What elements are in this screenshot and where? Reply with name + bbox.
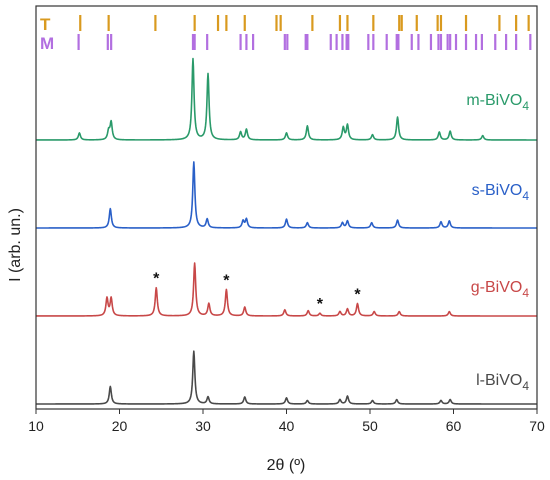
peak-annotation: * — [153, 271, 160, 288]
series-layer — [35, 57, 538, 405]
series-label: s-BiVO4 — [472, 182, 530, 203]
peak-annotation: * — [317, 296, 324, 313]
series-line-l-bivo4 — [35, 350, 538, 405]
y-axis-title: I (arb. un.) — [7, 208, 24, 282]
x-tick-label: 50 — [362, 418, 378, 434]
peak-annotation: * — [354, 287, 361, 304]
series-label: m-BiVO4 — [466, 92, 529, 113]
reference-pattern-t: T — [40, 15, 530, 34]
series-label: g-BiVO4 — [471, 279, 530, 300]
series-line-g-bivo4 — [35, 262, 538, 317]
x-tick-label: 20 — [112, 418, 128, 434]
series-line-m-bivo4 — [35, 57, 538, 141]
x-tick-label: 30 — [195, 418, 211, 434]
x-tick-label: 70 — [529, 418, 545, 434]
plot-frame — [35, 5, 538, 410]
peak-annotation: * — [223, 272, 230, 289]
x-axis-title: 2θ (º) — [267, 457, 306, 474]
reference-label: M — [40, 34, 54, 53]
reference-label: T — [40, 15, 51, 34]
reference-pattern-m: M — [40, 34, 532, 53]
series-label: l-BiVO4 — [476, 372, 529, 393]
x-tick-label: 10 — [28, 418, 44, 434]
series-line-s-bivo4 — [35, 161, 538, 229]
series-label-layer: m-BiVO4 s-BiVO4 g-BiVO4 * * * * l-BiVO4 — [153, 92, 529, 393]
x-tick-label: 40 — [279, 418, 295, 434]
reference-pattern-layer: TM — [40, 15, 532, 53]
x-axis: 10 20 30 40 50 60 70 — [28, 409, 545, 434]
x-tick-label: 60 — [446, 418, 462, 434]
